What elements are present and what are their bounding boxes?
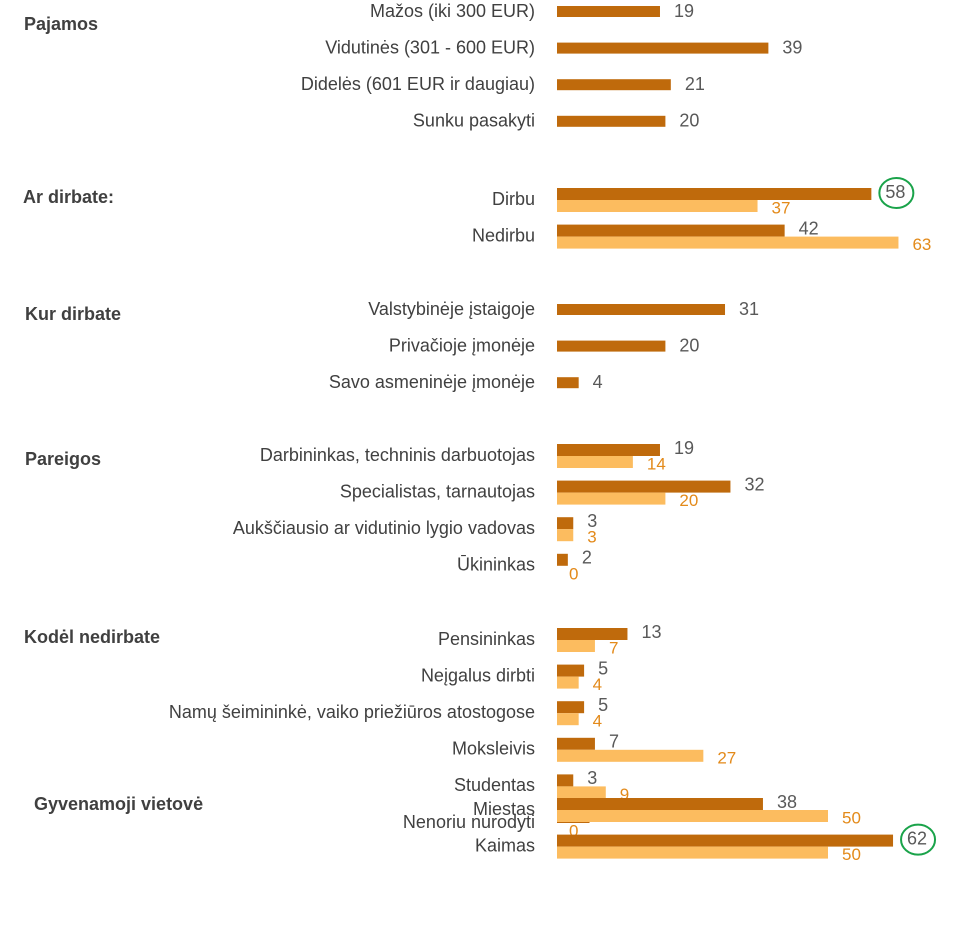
bar [557,79,671,91]
category-label: Studentas [454,775,535,795]
bar [557,6,660,17]
value-label: 32 [744,474,764,494]
category-label: Specialistas, tarnautojas [340,481,535,501]
value-label: 7 [609,732,619,752]
category-label: Aukščiausio ar vidutinio lygio vadovas [233,518,535,538]
value-label: 5 [598,658,608,678]
bar [557,664,585,677]
highlight-circle [900,823,937,856]
category-label: Savo asmeninėje įmonėje [329,372,535,392]
category-label: Nedirbu [472,225,535,245]
category-label: Namų šeimininkė, vaiko priežiūros atosto… [169,702,535,722]
bar [557,200,758,212]
value-label: 50 [842,808,861,827]
value-label: 19 [674,438,694,458]
value-label: 42 [799,218,819,238]
section-title: Kodėl nedirbate [24,627,160,647]
value-label: 20 [679,335,699,355]
value-label: 3 [587,768,597,788]
bar [557,701,585,714]
bar [557,774,574,787]
value-label: 2 [582,548,592,568]
value-label: 37 [772,198,791,217]
bar [557,553,568,566]
highlight-circle [878,177,915,209]
value-label: 7 [609,638,618,657]
category-label: Dirbu [492,189,535,209]
category-label: Vidutinės (301 - 600 EUR) [325,37,535,57]
value-label: 4 [593,372,603,392]
value-label: 38 [777,792,797,812]
category-label: Didelės (601 EUR ir daugiau) [301,74,535,94]
category-label: Darbininkas, techninis darbuotojas [260,445,535,465]
category-label: Pensininkas [438,629,535,649]
value-label: 3 [587,511,597,531]
bar [557,640,595,652]
bar [557,188,872,200]
bar [557,304,726,315]
bar [557,377,579,389]
section-title: Pajamos [24,14,98,34]
bar [557,492,666,505]
section-title: Kur dirbate [25,304,121,324]
bar [557,529,574,542]
category-label: Nenoriu nurodyti [403,812,535,832]
value-label: 20 [679,111,699,131]
value-label: 13 [641,622,661,642]
bar [557,786,606,799]
value-label: 3 [587,528,596,547]
bar [557,236,899,249]
value-label: 0 [569,564,578,583]
bar [557,340,666,352]
value-label: 20 [679,491,698,510]
value-label: 63 [912,235,931,254]
bar [557,798,763,810]
bar [557,737,595,750]
category-label: Moksleivis [452,739,535,759]
bar [557,846,828,859]
bar [557,628,628,640]
category-label: Neįgalus dirbti [421,665,535,685]
value-label: 50 [842,845,861,864]
category-label: Mažos (iki 300 EUR) [370,1,535,21]
bar [557,456,633,468]
value-label: 4 [593,712,602,731]
value-label: 21 [685,74,705,94]
bar [557,224,785,237]
bar [557,810,828,822]
category-label: Valstybinėje įstaigoje [368,299,535,319]
bar [557,115,666,127]
bar [557,480,731,493]
bar [557,444,660,456]
bar [557,676,579,689]
category-label: Sunku pasakyti [413,111,535,131]
value-label: 19 [674,1,694,21]
section-title: Ar dirbate: [23,187,114,207]
value-label: 62 [907,828,927,848]
section-title: Pareigos [25,449,101,469]
bar [557,713,579,726]
bar [557,42,769,54]
value-label: 0 [569,821,578,840]
value-label: 5 [598,695,608,715]
category-label: Ūkininkas [457,555,535,575]
value-label: 9 [620,785,629,804]
category-label: Miestas [473,799,535,819]
value-label: 27 [717,748,736,767]
value-label: 14 [647,454,666,473]
value-label: 31 [739,299,759,319]
category-label: Privačioje įmonėje [389,335,535,355]
bar [557,749,704,762]
section-title: Gyvenamoji vietovė [34,794,203,814]
category-label: Kaimas [475,835,535,855]
value-label: 4 [593,675,602,694]
bar [557,834,894,847]
value-label: 39 [782,37,802,57]
value-label: 58 [885,182,905,202]
bar [557,517,574,530]
